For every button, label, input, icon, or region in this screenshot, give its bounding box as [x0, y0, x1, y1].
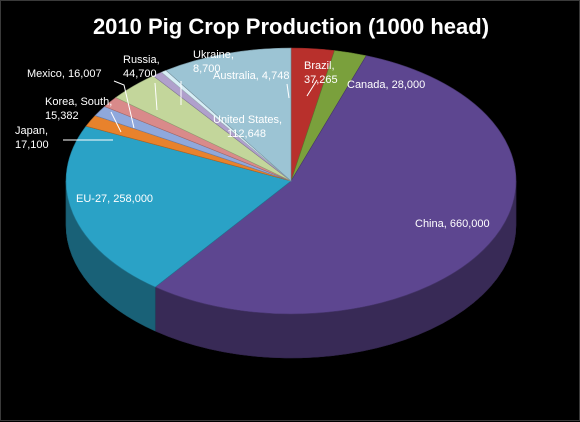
slice-china: [154, 55, 517, 315]
slice-eu-27: [65, 125, 292, 288]
leader-line-australia: [286, 83, 290, 99]
data-label-russia: Russia, 44,700: [123, 54, 160, 80]
pie-slices: [65, 47, 517, 315]
leader-line-korea-south: [110, 111, 122, 133]
slice-labels: Brazil, 37,265 Canada, 28,000 China, 660,00…: [15, 49, 490, 230]
leader-line-russia: [154, 82, 158, 111]
leader-line-brazil: [306, 79, 318, 97]
chart-title: 2010 Pig Crop Production (1000 head): [93, 14, 489, 39]
data-label-mexico: Mexico, 16,007: [27, 68, 102, 80]
data-label-united-states: United States, 112,648: [213, 114, 282, 140]
data-label-china: China, 660,000: [415, 218, 490, 230]
data-label-brazil: Brazil, 37,265: [304, 60, 338, 86]
leader-line-mexico: [113, 80, 135, 129]
data-label-ukraine: Ukraine, 8,700: [193, 49, 234, 75]
data-label-eu-27: EU-27, 258,000: [76, 193, 153, 205]
slice-united-states: [165, 47, 292, 182]
data-label-australia: Australia, 4,748: [213, 70, 289, 82]
label-leaders: [63, 79, 318, 141]
data-label-japan: Japan, 17,100: [15, 125, 49, 151]
data-label-canada: Canada, 28,000: [347, 79, 425, 91]
data-label-korea-south: Korea, South, 15,382: [45, 96, 112, 122]
